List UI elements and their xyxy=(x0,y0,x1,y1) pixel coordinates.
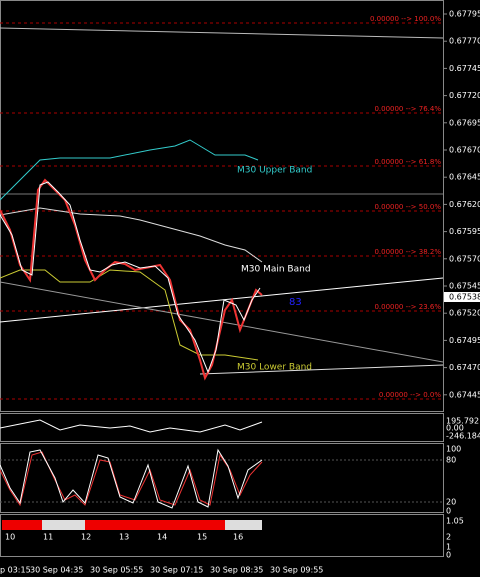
indicator-2-label: 0 xyxy=(446,507,451,516)
price-label: 0.67620 xyxy=(449,200,480,209)
fib-label: 0.00000 --> 0.0% xyxy=(379,391,441,399)
price-label: 0.67720 xyxy=(449,91,480,100)
indicator-3-label: 1.05 xyxy=(446,517,464,526)
day-number: 13 xyxy=(119,533,129,542)
fib-label: 0.00000 --> 76.4% xyxy=(374,105,441,113)
indicator-3-label: 1 xyxy=(446,543,451,552)
price-label: 0.67695 xyxy=(449,118,480,127)
price-label: 0.67570 xyxy=(449,254,480,263)
price-label: 0.67770 xyxy=(449,37,480,46)
indicator-1-label: -246.1847 xyxy=(446,432,480,441)
fib-label: 0.00000 --> 23.6% xyxy=(374,303,441,311)
time-label: 30 Sep 08:35 xyxy=(210,566,263,575)
current-price: 0.67538 xyxy=(449,293,480,302)
indicator-2-label: 80 xyxy=(446,456,456,465)
price-label: 0.67445 xyxy=(449,390,480,399)
day-number: 11 xyxy=(43,533,53,542)
price-label: 0.67645 xyxy=(449,173,480,182)
price-label: 0.67520 xyxy=(449,309,480,318)
time-label: 30 Sep 04:35 xyxy=(30,566,83,575)
time-label: 30 Sep 07:15 xyxy=(150,566,203,575)
day-number: 15 xyxy=(197,533,207,542)
indicator-1-label: 0.00 xyxy=(446,424,464,433)
price-label: 0.67545 xyxy=(449,282,480,291)
fib-label: 0.00000 --> 38.2% xyxy=(374,248,441,256)
strip-red xyxy=(2,520,42,530)
time-label: 30 Sep 09:55 xyxy=(270,566,323,575)
upper-band-label: M30 Upper Band xyxy=(237,166,312,176)
strip-white xyxy=(225,520,262,530)
price-label: 0.67670 xyxy=(449,146,480,155)
current-price-box xyxy=(444,292,480,302)
cci-line xyxy=(0,419,263,433)
fib-label: 0.00000 --> 50.0% xyxy=(374,203,441,211)
main-band-label: M30 Main Band xyxy=(241,265,311,275)
indicator-3-label: 2 xyxy=(446,533,451,542)
price-label: 0.67795 xyxy=(449,10,480,19)
strip-red xyxy=(85,520,225,530)
indicator-1-label: 195.792 xyxy=(446,417,479,426)
day-number: 14 xyxy=(157,533,167,542)
upper-band xyxy=(0,139,259,201)
strip-white xyxy=(42,520,85,530)
stoch-signal xyxy=(0,451,263,507)
time-label: p 03:15 xyxy=(0,566,31,575)
fib-lines xyxy=(0,22,443,400)
fib-label: 0.00000 --> 100.0% xyxy=(370,15,441,23)
fib-label: 0.00000 --> 61.8% xyxy=(374,158,441,166)
stoch-main xyxy=(0,448,263,509)
main-band xyxy=(0,207,263,263)
indicator-2-label: 100 xyxy=(446,445,461,454)
price-label: 0.67595 xyxy=(449,227,480,236)
price-label: 0.67470 xyxy=(449,363,480,372)
day-number: 10 xyxy=(5,533,15,542)
indicator-2-label: 20 xyxy=(446,498,456,507)
lower-band-label: M30 Lower Band xyxy=(237,363,312,373)
marker-label: 83 xyxy=(289,297,302,308)
indicator-3-label: 0 xyxy=(446,551,451,560)
day-number: 12 xyxy=(81,533,91,542)
price-label: 0.67495 xyxy=(449,336,480,345)
price-line-white xyxy=(0,181,261,374)
time-label: 30 Sep 05:55 xyxy=(90,566,143,575)
price-label: 0.67745 xyxy=(449,64,480,73)
day-number: 16 xyxy=(233,533,243,542)
lower-band xyxy=(0,269,259,361)
price-line xyxy=(0,178,263,381)
